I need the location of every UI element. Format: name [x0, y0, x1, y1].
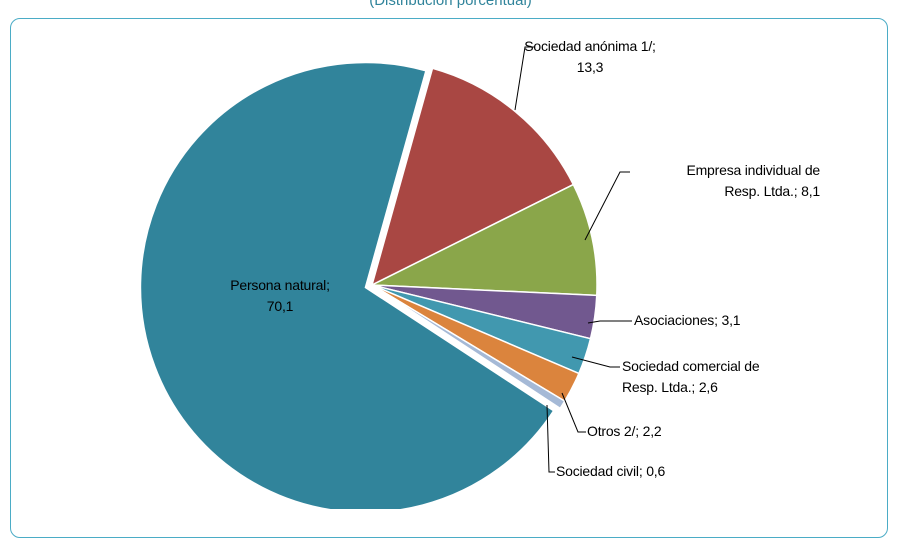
label-category: Sociedad civil: [556, 463, 639, 479]
label-value: 0,6: [646, 463, 666, 479]
leader-line: [514, 46, 535, 111]
label-value: 13,3: [576, 59, 604, 75]
data-label: Asociaciones; 3,1: [634, 310, 794, 331]
data-label: Sociedad comercial de Resp. Ltda.; 2,6: [622, 356, 762, 398]
leader-line: [587, 320, 632, 324]
data-label: Persona natural; 70,1: [220, 275, 340, 317]
label-separator: ;: [714, 312, 718, 328]
label-category: Empresa individual de Resp. Ltda.: [686, 162, 820, 199]
pie-slice: [371, 284, 566, 410]
pie-slice: [370, 67, 575, 287]
label-category: Sociedad comercial de Resp. Ltda.: [622, 358, 760, 395]
label-separator: ;: [793, 183, 798, 199]
label-separator: ;: [326, 277, 330, 293]
label-category: Persona natural: [230, 277, 327, 293]
label-value: 2,6: [698, 379, 718, 395]
pie-slice: [369, 183, 598, 297]
label-value: 2,2: [642, 423, 662, 439]
label-separator: ;: [638, 463, 643, 479]
chart-subtitle: (Distribución porcentual): [363, 0, 538, 9]
data-label: Sociedad anónima 1/; 13,3: [520, 36, 660, 78]
chart-subtitle-wrap: (Distribución porcentual): [0, 0, 901, 9]
data-label: Empresa individual de Resp. Ltda.; 8,1: [660, 160, 820, 202]
data-label: Otros 2/; 2,2: [587, 421, 727, 442]
label-category: Sociedad anónima 1/: [524, 38, 653, 54]
leader-line: [584, 171, 630, 241]
leader-line: [571, 356, 620, 368]
leader-line: [561, 392, 586, 433]
label-value: 3,1: [721, 312, 741, 328]
pie-slice: [139, 61, 555, 509]
data-label: Sociedad civil; 0,6: [556, 461, 696, 482]
label-separator: ;: [635, 423, 639, 439]
label-category: Asociaciones: [634, 312, 715, 328]
chart: [139, 46, 632, 509]
leader-line: [546, 404, 555, 473]
label-category: Otros 2/: [587, 423, 636, 439]
label-separator: ;: [652, 38, 656, 54]
label-value: 70,1: [266, 298, 294, 314]
label-separator: ;: [691, 379, 696, 395]
label-value: 8,1: [801, 183, 820, 199]
